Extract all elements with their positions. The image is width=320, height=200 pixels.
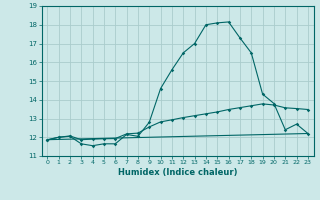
X-axis label: Humidex (Indice chaleur): Humidex (Indice chaleur) [118,168,237,177]
